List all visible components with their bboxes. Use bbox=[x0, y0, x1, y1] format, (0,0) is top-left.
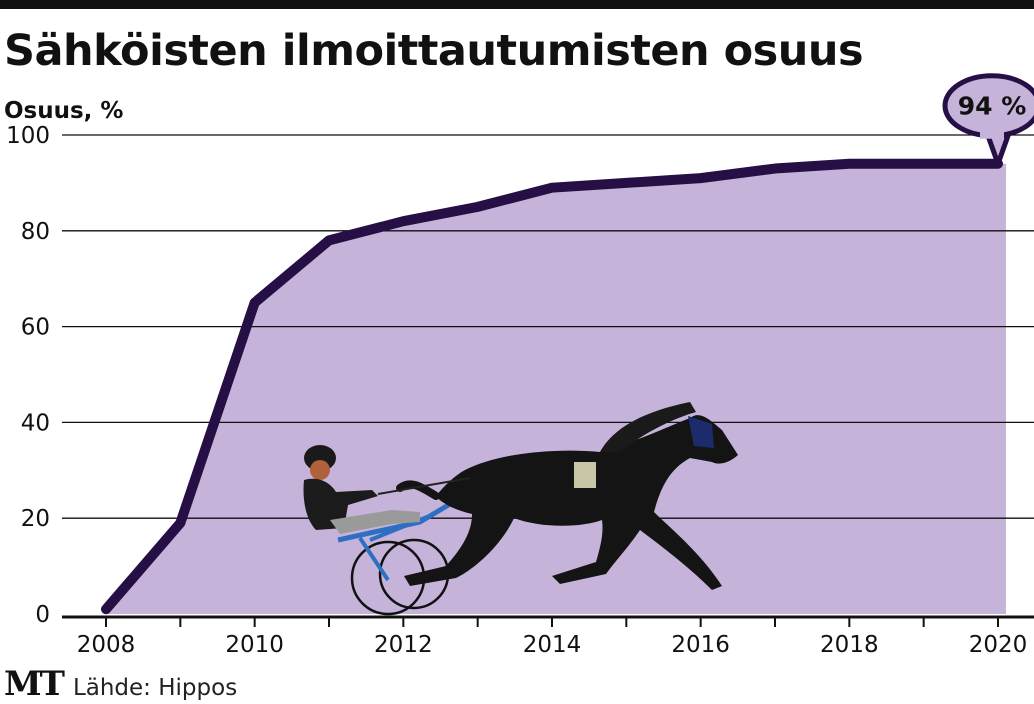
data-point bbox=[623, 180, 629, 186]
data-point bbox=[103, 606, 109, 612]
y-tick-label: 80 bbox=[21, 219, 50, 245]
value-callout: 94 % bbox=[942, 73, 1034, 167]
driver-body bbox=[303, 478, 378, 530]
driver-legs bbox=[330, 510, 420, 534]
horse-tail bbox=[396, 480, 440, 500]
horse-hood bbox=[688, 416, 714, 448]
y-tick-label: 60 bbox=[21, 315, 50, 341]
data-point bbox=[772, 166, 778, 172]
data-point bbox=[921, 161, 927, 167]
x-tick-label: 2016 bbox=[671, 632, 730, 658]
x-tick-label: 2012 bbox=[374, 632, 433, 658]
y-tick-label: 40 bbox=[21, 410, 50, 436]
y-axis-label: Osuus, % bbox=[4, 98, 124, 124]
data-point bbox=[177, 520, 183, 526]
data-point bbox=[698, 175, 704, 181]
harness-racing-illustration bbox=[303, 402, 738, 616]
horse-body bbox=[404, 415, 738, 590]
sulky-shaft bbox=[358, 513, 433, 582]
x-tick-label: 2020 bbox=[969, 632, 1028, 658]
data-point bbox=[326, 237, 332, 243]
publisher-logo: MT bbox=[4, 664, 65, 704]
chart-title: Sähköisten ilmoittautumisten osuus bbox=[4, 26, 864, 76]
data-point bbox=[252, 300, 258, 306]
x-tick-label: 2010 bbox=[225, 632, 284, 658]
saddle-pad bbox=[574, 462, 596, 488]
x-tick-label: 2018 bbox=[820, 632, 879, 658]
driver-face bbox=[310, 460, 330, 480]
data-point bbox=[475, 204, 481, 210]
source-note: Lähde: Hippos bbox=[72, 675, 238, 701]
x-tick-label: 2008 bbox=[77, 632, 136, 658]
y-tick-label: 0 bbox=[35, 602, 50, 628]
y-tick-label: 20 bbox=[21, 506, 50, 532]
data-point bbox=[846, 161, 852, 167]
data-point bbox=[400, 218, 406, 224]
chart-footer: MT Lähde: Hippos bbox=[4, 664, 237, 704]
callout-joint bbox=[980, 130, 1004, 139]
reins bbox=[377, 477, 471, 495]
y-tick-label: 100 bbox=[6, 123, 50, 149]
callout-label: 94 % bbox=[958, 92, 1027, 121]
data-point bbox=[549, 185, 555, 191]
horse-mane bbox=[600, 402, 696, 452]
top-rule bbox=[0, 0, 1034, 9]
x-tick-label: 2014 bbox=[523, 632, 582, 658]
